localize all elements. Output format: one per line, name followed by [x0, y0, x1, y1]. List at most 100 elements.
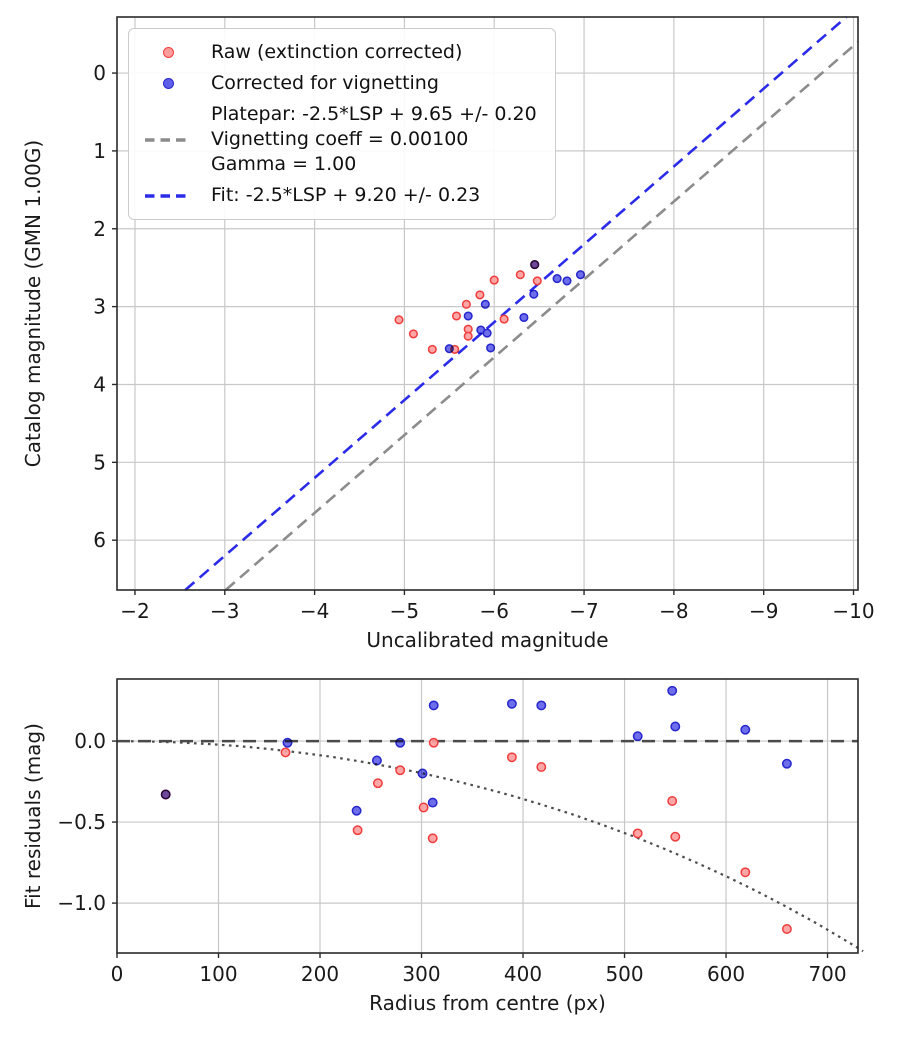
scatter-point-corrected	[444, 344, 454, 354]
scatter-point-corrected	[575, 270, 586, 280]
scatter-point-corrected	[371, 755, 382, 766]
x-tick-label: −3	[210, 599, 239, 623]
x-tick-label: 100	[199, 962, 237, 986]
scatter-point-raw	[395, 765, 406, 776]
y-tick-label: 0.0	[74, 729, 106, 753]
legend-label-line: Gamma = 1.00	[211, 153, 357, 175]
scatter-point-corrected	[160, 789, 171, 800]
scatter-point-corrected	[395, 737, 406, 748]
y-tick-label: 6	[93, 528, 106, 552]
y-tick-label: 0	[93, 61, 106, 85]
plot-border	[116, 16, 859, 591]
legend-label-line: Corrected for vignetting	[211, 72, 439, 94]
x-tick-label: −2	[120, 599, 149, 623]
y-tick-label: 5	[93, 450, 106, 474]
x-tick-label: −10	[832, 599, 874, 623]
scatter-point-corrected	[417, 768, 428, 779]
x-tick-label: −6	[479, 599, 508, 623]
scatter-point-raw	[506, 752, 517, 763]
scatter-point-raw	[475, 290, 485, 300]
scatter-point-raw	[536, 762, 547, 772]
scatter-point-corrected	[482, 328, 492, 338]
scatter-point-corrected	[529, 289, 539, 299]
corrected-dot-marker-icon	[137, 78, 199, 89]
scatter-point-raw	[372, 778, 383, 789]
scatter-point-corrected	[427, 797, 438, 808]
y-tick-label: 3	[93, 295, 106, 319]
legend-label-line: Vignetting coeff = 0.00100	[211, 128, 469, 150]
scatter-point-raw	[489, 275, 499, 285]
y-tick-label: 2	[93, 217, 106, 241]
scatter-point-raw	[532, 276, 542, 286]
x-tick-label: −9	[749, 599, 778, 623]
x-tick-label: 200	[301, 962, 339, 986]
fit-line	[184, 16, 848, 591]
scatter-point-corrected	[667, 685, 678, 696]
legend-dot-icon	[162, 47, 174, 58]
legend-label: Platepar: -2.5*LSP + 9.65 +/- 0.20 Vignet…	[211, 102, 537, 177]
dashed-line-marker-icon	[137, 192, 199, 200]
scatter-point-corrected	[506, 698, 517, 709]
y-axis-label: Fit residuals (mag)	[21, 723, 45, 909]
x-tick-label: 700	[808, 962, 846, 986]
scatter-point-corrected	[428, 700, 439, 711]
y-tick-label: 4	[93, 372, 106, 396]
scatter-point-corrected	[351, 805, 362, 816]
x-tick-label: 300	[402, 962, 440, 986]
legend-entry: Fit: -2.5*LSP + 9.20 +/- 0.23	[137, 180, 537, 211]
x-tick-label: 0	[111, 962, 124, 986]
x-tick-label: −7	[569, 599, 598, 623]
y-axis-label: Catalog magnitude (GMN 1.00G)	[21, 140, 45, 467]
scatter-point-raw	[667, 796, 678, 806]
scatter-point-raw	[499, 314, 509, 324]
scatter-point-corrected	[519, 312, 529, 323]
scatter-point-raw	[515, 270, 525, 280]
scatter-point-corrected	[740, 724, 751, 735]
legend-entry: Platepar: -2.5*LSP + 9.65 +/- 0.20 Vignet…	[137, 99, 537, 180]
scatter-point-raw	[394, 315, 404, 325]
scatter-point-raw	[427, 833, 438, 844]
raw-residuals-series	[160, 737, 792, 934]
legend-label-line: Fit: -2.5*LSP + 9.20 +/- 0.23	[211, 184, 481, 206]
scatter-point-raw	[352, 825, 363, 836]
x-tick-label: 500	[605, 962, 643, 986]
scatter-point-raw	[670, 831, 681, 842]
legend-label: Fit: -2.5*LSP + 9.20 +/- 0.23	[211, 183, 480, 208]
scatter-point-raw	[428, 737, 439, 748]
legend-dot-icon	[162, 78, 174, 89]
scatter-point-raw	[461, 299, 471, 309]
scatter-point-raw	[781, 924, 792, 934]
x-axis-label: Radius from centre (px)	[369, 991, 606, 1015]
scatter-point-corrected	[552, 274, 562, 284]
x-tick-label: −4	[300, 599, 329, 623]
scatter-point-corrected	[282, 737, 293, 748]
legend-entry: Raw (extinction corrected)	[137, 37, 537, 68]
scatter-point-corrected	[632, 731, 643, 742]
scatter-point-corrected	[536, 700, 547, 711]
vignetting-model-curve	[116, 740, 864, 953]
scatter-point-raw	[451, 311, 462, 321]
legend-entry: Corrected for vignetting	[137, 68, 537, 99]
scatter-point-raw	[632, 828, 643, 839]
scatter-point-raw	[280, 747, 291, 758]
scatter-point-raw	[427, 344, 437, 354]
platepar-line	[224, 40, 859, 591]
x-tick-label: 600	[707, 962, 745, 986]
x-tick-label: −5	[390, 599, 419, 623]
legend-label-line: Raw (extinction corrected)	[211, 41, 463, 63]
scatter-point-corrected	[486, 343, 496, 353]
plot-border	[116, 678, 859, 954]
corrected-for-vignetting-series	[444, 260, 586, 354]
plot-legend: Raw (extinction corrected) Corrected for …	[128, 28, 556, 220]
x-tick-label: 400	[504, 962, 542, 986]
dashed-line-marker-icon	[137, 136, 199, 144]
scatter-point-raw	[740, 867, 751, 878]
raw-dot-marker-icon	[137, 47, 199, 58]
legend-dash-icon	[145, 193, 191, 198]
y-tick-label: −1.0	[57, 891, 106, 915]
scatter-point-raw	[463, 331, 473, 341]
x-tick-label: −8	[659, 599, 688, 623]
